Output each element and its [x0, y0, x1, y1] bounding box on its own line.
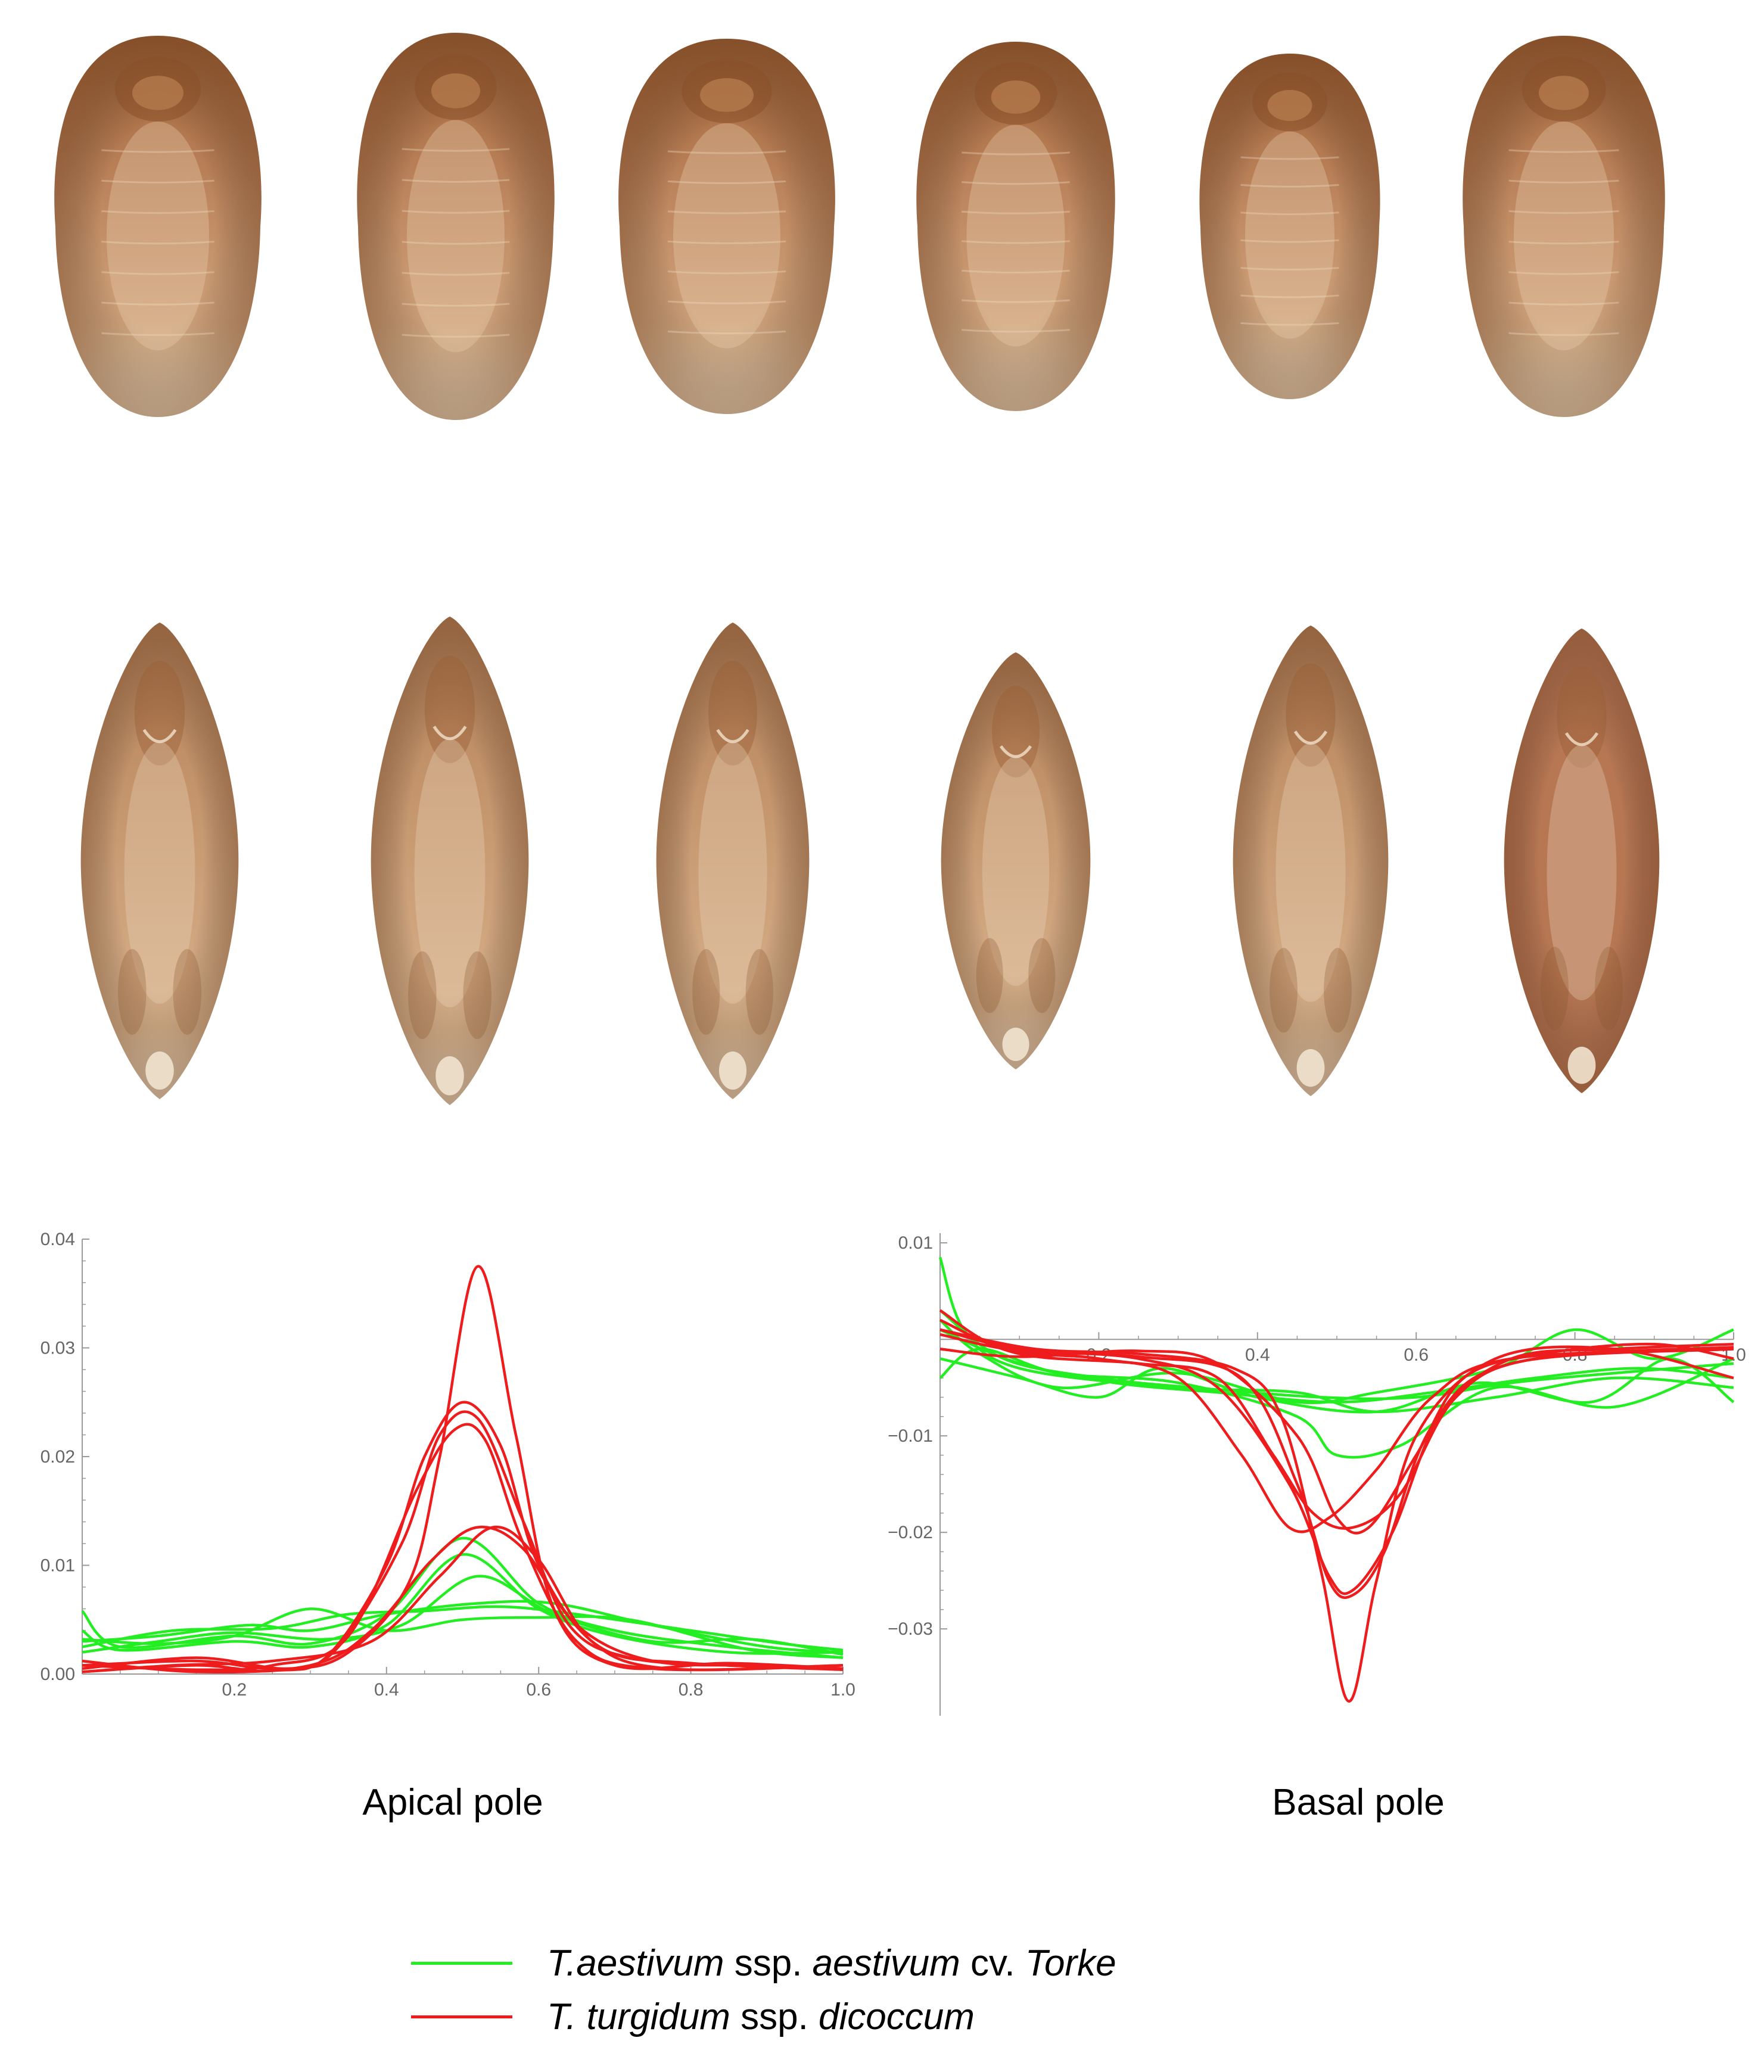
grain-front-6	[1463, 36, 1665, 417]
legend-swatch-dicoccum	[411, 2015, 512, 2018]
grain-pointed-2	[371, 617, 529, 1105]
legend-text-part: T. turgidum	[547, 1996, 730, 2037]
series-line-aestivum	[82, 1605, 844, 1652]
y-tick-label: −0.01	[888, 1426, 933, 1446]
y-tick-label: 0.04	[41, 1230, 75, 1249]
basal-pole-caption: Basal pole	[1272, 1782, 1445, 1823]
y-tick-label: 0.01	[41, 1556, 75, 1576]
grain-front-3	[618, 39, 835, 414]
grain-photographs	[54, 33, 1665, 1105]
series-line-aestivum	[82, 1607, 844, 1659]
series-line-aestivum	[939, 1357, 1735, 1414]
x-tick-label: 0.6	[526, 1680, 551, 1700]
grain-pointed-4	[941, 652, 1091, 1069]
legend-text-part: ssp.	[730, 1996, 819, 2037]
grain-front-1	[54, 36, 262, 417]
x-tick-label: 0.4	[374, 1680, 399, 1700]
series-line-dicoccum	[82, 1423, 844, 1672]
legend-text-part: aestivum	[812, 1942, 960, 1984]
legend-label-aestivum: T.aestivum ssp. aestivum cv. Torke	[547, 1942, 1116, 1984]
x-tick-label: 0.8	[679, 1680, 704, 1700]
legend-text-part: dicoccum	[819, 1996, 975, 2037]
legend-text-part: cv.	[960, 1942, 1025, 1984]
grain-pointed-3	[656, 623, 810, 1099]
series-line-aestivum	[82, 1575, 844, 1656]
legend: T.aestivum ssp. aestivum cv. Torke T. tu…	[411, 1936, 1722, 2043]
series-line-dicoccum	[939, 1328, 1734, 1703]
legend-item-aestivum: T.aestivum ssp. aestivum cv. Torke	[411, 1936, 1722, 1990]
apical-pole-plot: 0.00 0.01 0.02 0.03 0.04 0.2 0.4 0.6 0.8 1.0	[41, 1230, 855, 1700]
legend-label-dicoccum: T. turgidum ssp. dicoccum	[547, 1996, 975, 2038]
grain-front-4	[916, 42, 1115, 411]
apical-pole-chart: 0.00 0.01 0.02 0.03 0.04 0.2 0.4 0.6 0.8 1.0	[24, 1203, 858, 1751]
grain-pointed-1	[80, 623, 239, 1099]
x-tick-label: 0.6	[1404, 1345, 1429, 1365]
y-tick-label: 0.00	[41, 1665, 75, 1684]
legend-swatch-aestivum	[411, 1961, 512, 1965]
basal-pole-plot: 0.01−0.01−0.02−0.030.2 0.4 0.6 0.8 1.0	[888, 1233, 1746, 1716]
series-line-aestivum	[939, 1328, 1734, 1404]
legend-text-part: T.aestivum	[547, 1942, 724, 1984]
basal-pole-chart: 0.01 −0.01 −0.02 −0.03 0.2 0.4 0.6 0.8 1.0	[870, 1203, 1751, 1751]
series-line-dicoccum	[939, 1333, 1734, 1599]
legend-text-part: Torke	[1025, 1942, 1116, 1984]
grain-front-2	[357, 33, 555, 420]
apical-pole-caption: Apical pole	[362, 1782, 543, 1823]
series-line-dicoccum	[82, 1525, 844, 1673]
grain-front-5	[1199, 54, 1380, 399]
x-tick-label: 0.4	[1245, 1345, 1270, 1365]
grain-pointed-5	[1233, 626, 1389, 1096]
y-tick-label: −0.02	[888, 1523, 933, 1542]
y-tick-label: 0.03	[41, 1339, 75, 1358]
y-tick-label: 0.02	[41, 1447, 75, 1467]
y-tick-label: −0.03	[888, 1619, 933, 1639]
legend-item-dicoccum: T. turgidum ssp. dicoccum	[411, 1990, 1722, 2043]
series-line-dicoccum	[939, 1342, 1734, 1535]
y-tick-label: 0.01	[898, 1233, 933, 1253]
series-line-aestivum	[81, 1553, 844, 1655]
series-line-dicoccum	[82, 1410, 844, 1673]
x-tick-label: 0.2	[222, 1680, 247, 1700]
grain-pointed-6	[1504, 629, 1660, 1093]
series-line-dicoccum	[82, 1525, 844, 1674]
x-tick-label: 1.0	[830, 1680, 855, 1700]
legend-text-part: ssp.	[724, 1942, 813, 1984]
